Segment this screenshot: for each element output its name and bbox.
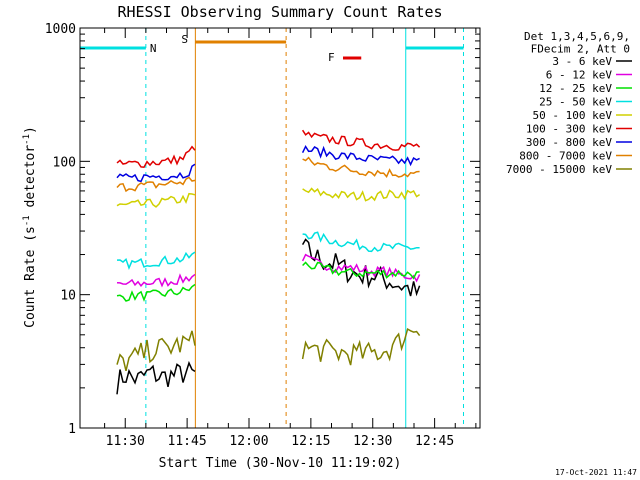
flag-label: S (181, 33, 188, 46)
series-trace (301, 129, 421, 151)
series-trace (302, 187, 421, 202)
flag-label: N (150, 42, 157, 55)
legend-header: FDecim 2, Att 0 (531, 43, 630, 56)
y-axis-label: Count Rate (s-1 detector-1) (22, 126, 38, 328)
series-trace (116, 176, 196, 193)
x-axis-label: Start Time (30-Nov-10 11:19:02) (159, 456, 402, 471)
legend-entry-label: 50 - 100 keV (533, 109, 613, 122)
series-trace (116, 273, 196, 288)
x-tick-label: 11:45 (168, 434, 207, 449)
x-tick-label: 12:45 (415, 434, 454, 449)
legend-entry-label: 6 - 12 keV (546, 69, 613, 82)
y-axis-label-exponent: -1 (22, 215, 32, 226)
legend-header: Det 1,3,4,5,6,9, (524, 30, 630, 43)
y-axis-label-part: detector (23, 145, 38, 216)
legend-entry-label: 300 - 800 keV (526, 136, 612, 149)
legend-entry-label: 12 - 25 keV (539, 82, 612, 95)
x-tick-label: 12:30 (353, 434, 392, 449)
series-5 (116, 129, 421, 168)
legend-entry-label: 7000 - 15000 keV (506, 163, 612, 176)
series-trace (116, 145, 196, 168)
y-tick-label: 100 (53, 155, 76, 170)
plot-frame (79, 27, 481, 429)
series-trace (116, 163, 196, 183)
y-tick-label: 1 (68, 422, 76, 437)
x-tick-label: 12:00 (229, 434, 268, 449)
legend-entry-label: 25 - 50 keV (539, 96, 612, 109)
legend-entry-label: 3 - 6 keV (552, 55, 612, 68)
y-tick-label: 1000 (45, 22, 76, 37)
series-trace (302, 261, 420, 280)
series-8 (116, 327, 421, 371)
data-series (116, 129, 421, 395)
series-4 (116, 187, 421, 208)
series-6 (116, 144, 420, 183)
series-trace (301, 144, 420, 167)
series-trace (116, 360, 196, 395)
legend: Det 1,3,4,5,6,9,FDecim 2, Att 03 - 6 keV… (506, 30, 632, 176)
flag-bars: N S F (80, 33, 464, 64)
y-axis-label-part: ) (23, 126, 38, 134)
series-3 (116, 231, 420, 270)
x-tick-label: 11:30 (106, 434, 145, 449)
y-tick-label: 10 (60, 289, 76, 304)
series-trace (116, 251, 196, 270)
footer-timestamp: 17-Oct-2021 11:47 (555, 468, 637, 477)
series-trace (302, 156, 420, 178)
series-2 (116, 261, 420, 302)
flag-label: F (328, 51, 335, 64)
axes: 11:30 11:45 12:00 12:15 12:30 12:45 1 10 100 1000 (45, 22, 481, 449)
series-trace (116, 330, 196, 371)
y-axis-label-exponent: -1 (22, 134, 32, 145)
series-trace (116, 283, 196, 302)
series-trace (116, 192, 196, 208)
series-7 (116, 156, 420, 193)
x-tick-label: 12:15 (291, 434, 330, 449)
legend-entry-label: 800 - 7000 keV (519, 150, 612, 163)
y-axis-label-part: Count Rate (s (23, 226, 38, 328)
chart-title: RHESSI Observing Summary Count Rates (117, 3, 442, 21)
legend-entry-label: 100 - 300 keV (526, 123, 612, 136)
series-trace (302, 231, 420, 253)
series-trace (301, 327, 421, 366)
